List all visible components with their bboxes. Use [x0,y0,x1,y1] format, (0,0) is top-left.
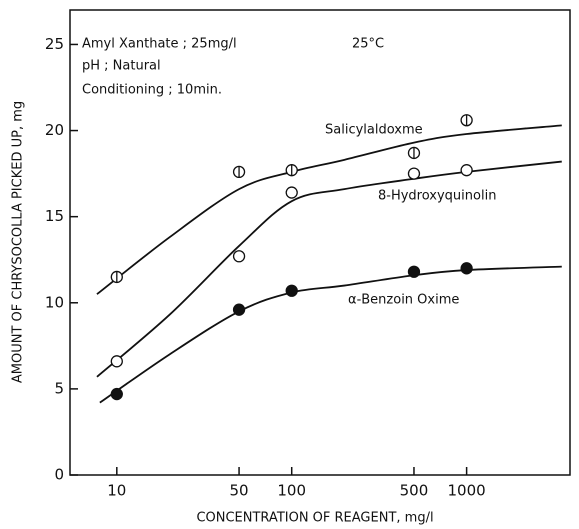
data-point [460,164,473,177]
data-point [407,167,421,180]
annotation: Conditioning ; 10min. [82,83,222,98]
series-label: 8-Hydroxyquinolin [378,189,496,204]
data-point [460,262,473,275]
y-tick-label: 10 [45,293,64,311]
x-tick-label: 100 [277,482,306,500]
x-tick-label: 1000 [448,482,486,500]
fit-curve [99,265,562,404]
x-axis-label: CONCENTRATION OF REAGENT, mg/l [196,511,433,526]
x-tick-label: 50 [230,482,249,500]
annotation: pH ; Natural [82,59,161,74]
fit-curve [96,124,562,295]
data-point [110,355,123,368]
annotation: 25°C [352,37,384,52]
y-axis-label: AMOUNT OF CHRYSOCOLLA PICKED UP, mg [11,101,26,383]
annotation: Amyl Xanthate ; 25mg/l [82,37,237,52]
y-tick-label: 5 [54,379,64,397]
y-tick-label: 25 [45,35,64,53]
data-point [232,250,246,263]
y-tick-label: 20 [45,121,64,139]
plot-frame [69,9,571,476]
series-label: Salicylaldoxme [325,123,423,138]
data-point [285,284,298,297]
series-label: α-Benzoin Oxime [348,293,459,308]
data-point [232,303,246,316]
y-tick-label: 0 [54,466,64,484]
x-tick-label: 500 [400,482,429,500]
data-point [110,387,123,401]
data-point [285,186,298,199]
y-tick-label: 15 [45,207,64,225]
x-tick-label: 10 [107,482,126,500]
data-point [407,265,421,278]
